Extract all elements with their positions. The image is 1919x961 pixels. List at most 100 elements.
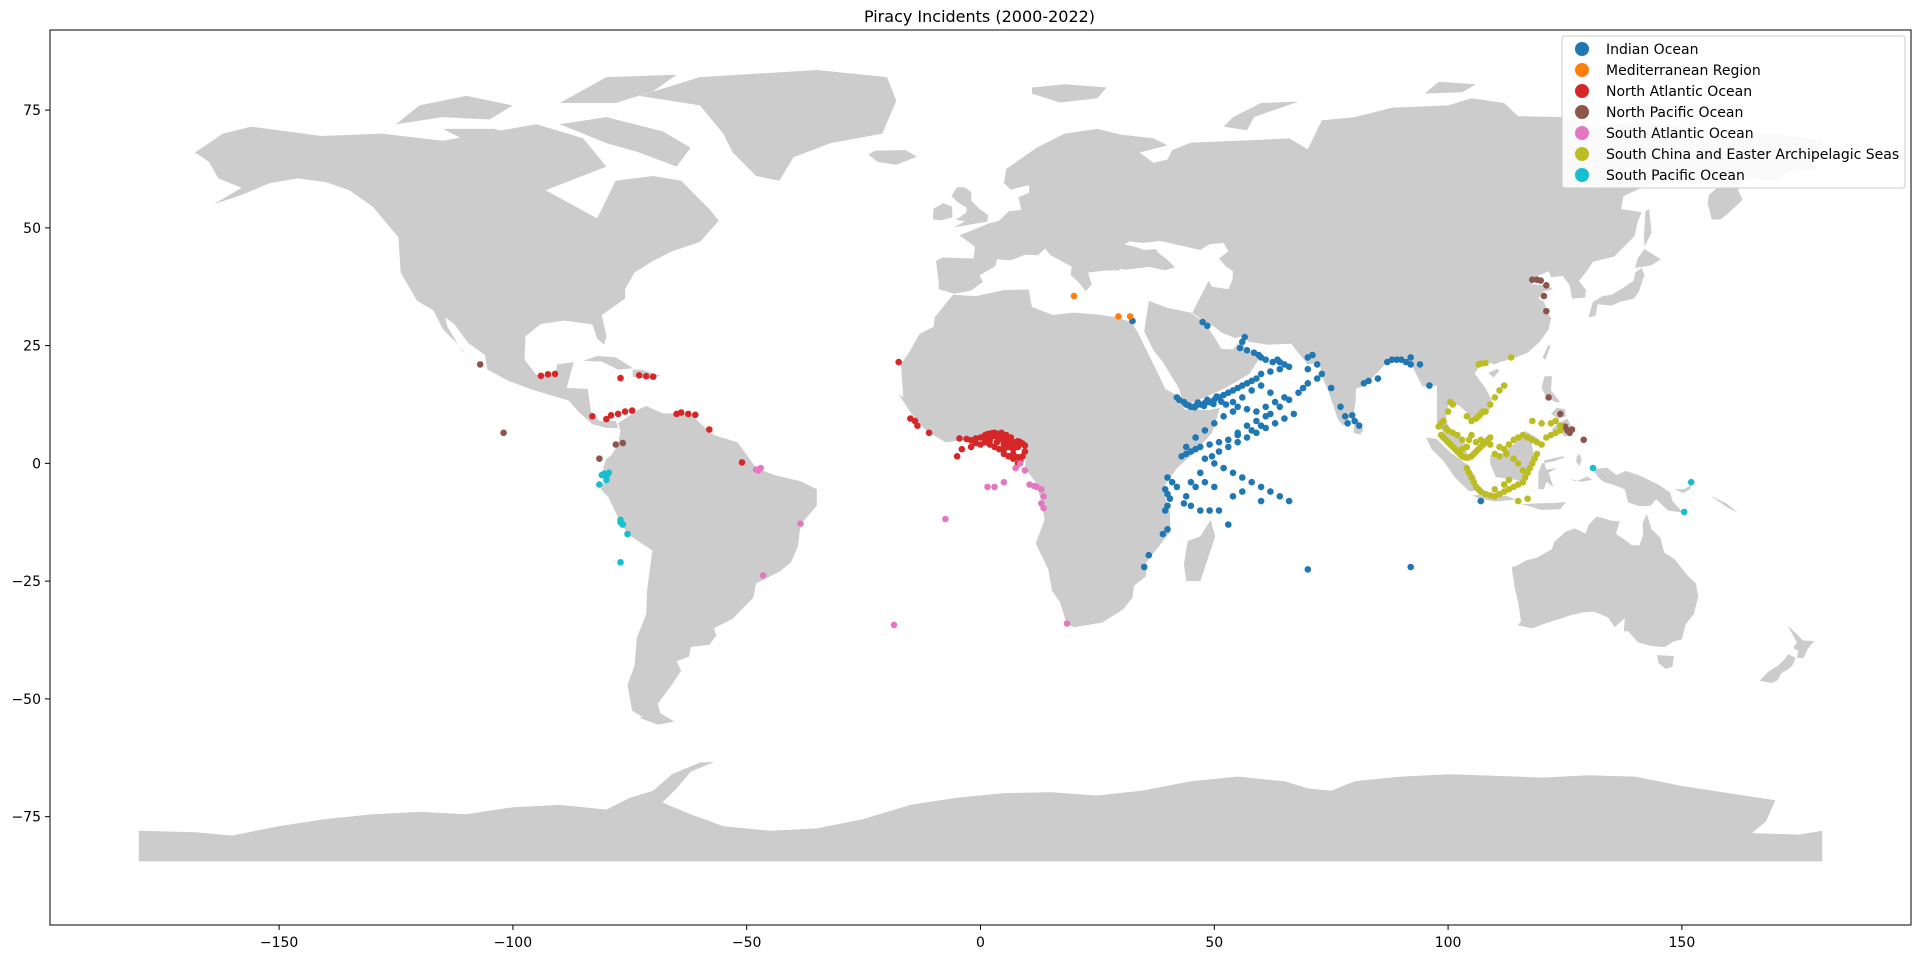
incident-point [1000, 450, 1008, 458]
incident-point [1496, 453, 1503, 460]
incident-point [1234, 429, 1241, 437]
incident-point [1211, 460, 1218, 467]
incident-point [1351, 417, 1358, 425]
land-polygon [1657, 655, 1674, 669]
land-polygon [1223, 101, 1299, 131]
incident-point [1440, 417, 1447, 425]
legend-box [1561, 35, 1906, 189]
incident-point [1225, 521, 1232, 528]
incident-point [1365, 377, 1372, 385]
incident-point [1348, 412, 1356, 419]
incident-point [1475, 413, 1482, 420]
incident-point [1482, 359, 1489, 367]
incident-point [1180, 500, 1188, 507]
incident-point [1215, 507, 1223, 514]
incident-point [1187, 478, 1195, 486]
legend-item: South China and Easter Archipelagic Seas [1575, 147, 1899, 163]
land-polygon [898, 289, 1220, 628]
incident-point [1211, 483, 1218, 491]
incident-point [1215, 438, 1223, 446]
incident-point [677, 409, 685, 416]
incident-point [998, 429, 1005, 437]
legend-item: North Pacific Ocean [1575, 105, 1743, 121]
incident-point [1285, 497, 1293, 505]
incident-point [1557, 422, 1564, 430]
incident-point [1344, 420, 1351, 427]
incident-point [1253, 429, 1260, 437]
incident-point [1187, 502, 1195, 510]
x-tick-label: −100 [494, 935, 532, 951]
incident-point [1458, 436, 1466, 444]
legend-marker [1575, 105, 1589, 119]
incident-point [603, 476, 610, 484]
incident-point [596, 455, 603, 463]
incident-point [1206, 441, 1213, 448]
incident-point [1166, 495, 1174, 503]
legend-label: South Atlantic Ocean [1606, 126, 1754, 142]
incident-point [797, 520, 804, 527]
incident-point [1236, 344, 1244, 352]
incident-point [537, 372, 545, 380]
incident-point [1304, 380, 1312, 387]
legend-label: Indian Ocean [1606, 42, 1698, 58]
incident-point [1500, 481, 1508, 488]
incident-point [1115, 313, 1122, 320]
world-land-basemap [138, 70, 1823, 862]
y-tick-label: 25 [23, 339, 41, 355]
x-tick-label: 150 [1669, 935, 1696, 951]
incident-point [1514, 497, 1522, 505]
incident-point [1145, 551, 1153, 559]
incident-point [1200, 402, 1208, 410]
incident-point [1393, 356, 1400, 364]
legend-label: South China and Easter Archipelagic Seas [1606, 147, 1899, 163]
incident-point [1491, 394, 1499, 401]
incident-point [1407, 563, 1414, 571]
incident-point [596, 481, 603, 488]
incident-point [1486, 401, 1494, 408]
land-polygon [1635, 249, 1661, 268]
incident-point [1285, 396, 1293, 404]
land-polygon [868, 150, 917, 165]
incident-point [1182, 493, 1190, 500]
chart-title: Piracy Incidents (2000-2022) [864, 7, 1095, 26]
land-polygon [1183, 519, 1216, 582]
incident-point [759, 572, 767, 579]
incident-point [1507, 354, 1515, 361]
incident-point [621, 408, 629, 415]
land-polygon [1488, 368, 1500, 378]
incident-point [1505, 441, 1513, 448]
land-polygon [1588, 267, 1645, 318]
incident-point [1220, 413, 1227, 420]
y-axis: 75 50 25 0 −25 −50 −75 [11, 103, 50, 826]
incident-point [1505, 476, 1513, 484]
incident-point [1568, 426, 1576, 433]
incident-point [1267, 368, 1274, 375]
incident-point [1355, 422, 1363, 430]
incident-point [1341, 413, 1349, 420]
y-tick-label: 0 [32, 456, 41, 472]
incident-point [1262, 403, 1269, 411]
land-polygon [951, 187, 989, 228]
incident-point [1304, 365, 1312, 373]
series-points [1129, 317, 1485, 573]
incident-point [1208, 453, 1216, 460]
incident-point [956, 435, 963, 442]
incident-point [1225, 436, 1232, 444]
series-points [752, 460, 1071, 629]
series-points [1070, 292, 1134, 320]
incident-point [1538, 441, 1545, 448]
incident-point [981, 436, 989, 444]
x-tick-label: 50 [1205, 935, 1223, 951]
incident-point [991, 432, 998, 440]
incident-point [551, 370, 559, 378]
incident-point [1267, 410, 1274, 418]
legend-marker [1575, 168, 1589, 182]
incident-point [1229, 408, 1237, 415]
incident-point [1537, 277, 1544, 284]
incident-point [1204, 322, 1211, 330]
incident-point [1388, 356, 1396, 364]
legend-label: South Pacific Ocean [1606, 168, 1745, 184]
incident-point [1222, 401, 1230, 408]
incident-point [1192, 483, 1199, 491]
